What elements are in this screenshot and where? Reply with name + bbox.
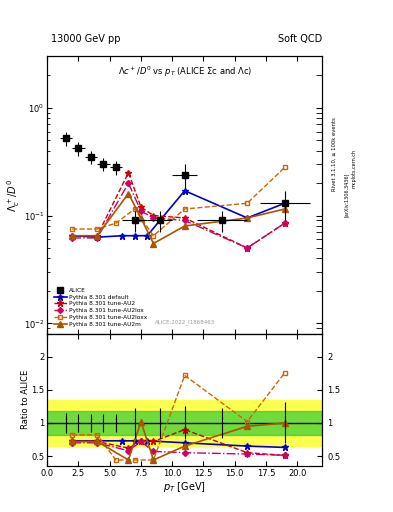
Pythia 8.301 tune-AU2m [245,215,250,221]
Pythia 8.301 tune-AU2loxx [151,232,156,239]
Pythia 8.301 default [120,232,125,239]
Pythia 8.301 default [70,232,75,239]
Pythia 8.301 tune-AU2loxx [95,226,99,232]
X-axis label: $p_T$ [GeV]: $p_T$ [GeV] [163,480,206,495]
Pythia 8.301 tune-AU2m [182,223,187,229]
Pythia 8.301 tune-AU2lox [95,235,99,241]
Pythia 8.301 tune-AU2 [139,204,143,210]
Pythia 8.301 tune-AU2loxx [283,164,287,170]
Pythia 8.301 tune-AU2 [283,220,287,226]
Pythia 8.301 tune-AU2lox [283,220,287,226]
Pythia 8.301 default [145,232,150,239]
Line: Pythia 8.301 tune-AU2: Pythia 8.301 tune-AU2 [69,169,288,251]
Text: 13000 GeV pp: 13000 GeV pp [51,33,121,44]
Pythia 8.301 tune-AU2m [95,232,99,239]
Text: $\Lambda c^+/D^0$ vs $p_T$ (ALICE $\Sigma$c and $\Lambda$c): $\Lambda c^+/D^0$ vs $p_T$ (ALICE $\Sigm… [118,65,252,79]
Text: Soft QCD: Soft QCD [278,33,322,44]
Pythia 8.301 default [245,215,250,221]
Pythia 8.301 tune-AU2 [182,215,187,221]
Text: [arXiv:1306.3436]: [arXiv:1306.3436] [344,173,349,217]
Line: Pythia 8.301 tune-AU2lox: Pythia 8.301 tune-AU2lox [70,181,287,250]
Pythia 8.301 tune-AU2 [245,245,250,251]
Pythia 8.301 tune-AU2lox [126,180,131,186]
Pythia 8.301 tune-AU2loxx [70,226,75,232]
Pythia 8.301 tune-AU2loxx [132,206,137,212]
Pythia 8.301 tune-AU2lox [139,208,143,214]
Line: Pythia 8.301 tune-AU2m: Pythia 8.301 tune-AU2m [70,191,288,246]
Pythia 8.301 tune-AU2 [126,169,131,176]
Pythia 8.301 default [132,232,137,239]
Line: Pythia 8.301 default: Pythia 8.301 default [69,187,288,241]
Text: Rivet 3.1.10, ≥ 100k events: Rivet 3.1.10, ≥ 100k events [332,117,337,190]
Pythia 8.301 tune-AU2loxx [245,200,250,206]
Pythia 8.301 tune-AU2lox [151,215,156,221]
Legend: ALICE, Pythia 8.301 default, Pythia 8.301 tune-AU2, Pythia 8.301 tune-AU2lox, Py: ALICE, Pythia 8.301 default, Pythia 8.30… [53,287,149,328]
Pythia 8.301 tune-AU2m [139,215,143,221]
Text: mcplots.cern.ch: mcplots.cern.ch [352,150,357,188]
Pythia 8.301 tune-AU2lox [182,218,187,224]
Pythia 8.301 tune-AU2loxx [114,220,118,226]
Pythia 8.301 tune-AU2loxx [182,206,187,212]
Y-axis label: Ratio to ALICE: Ratio to ALICE [21,370,30,430]
Pythia 8.301 tune-AU2m [70,232,75,239]
Pythia 8.301 tune-AU2 [95,232,99,239]
Pythia 8.301 tune-AU2m [151,241,156,247]
Text: ALICE:2022_I1868463: ALICE:2022_I1868463 [154,320,215,326]
Bar [47,411,322,435]
Pythia 8.301 default [283,200,287,206]
Pythia 8.301 tune-AU2m [283,206,287,212]
Pythia 8.301 tune-AU2lox [245,245,250,251]
Pythia 8.301 default [95,234,99,240]
Y-axis label: $\Lambda_c^+/D^0$: $\Lambda_c^+/D^0$ [6,179,22,211]
Pythia 8.301 tune-AU2m [126,190,131,197]
Line: Pythia 8.301 tune-AU2loxx: Pythia 8.301 tune-AU2loxx [70,165,287,238]
Pythia 8.301 default [182,187,187,194]
Pythia 8.301 tune-AU2 [70,232,75,239]
Pythia 8.301 tune-AU2lox [70,235,75,241]
Pythia 8.301 tune-AU2 [151,212,156,219]
Bar [47,400,322,446]
